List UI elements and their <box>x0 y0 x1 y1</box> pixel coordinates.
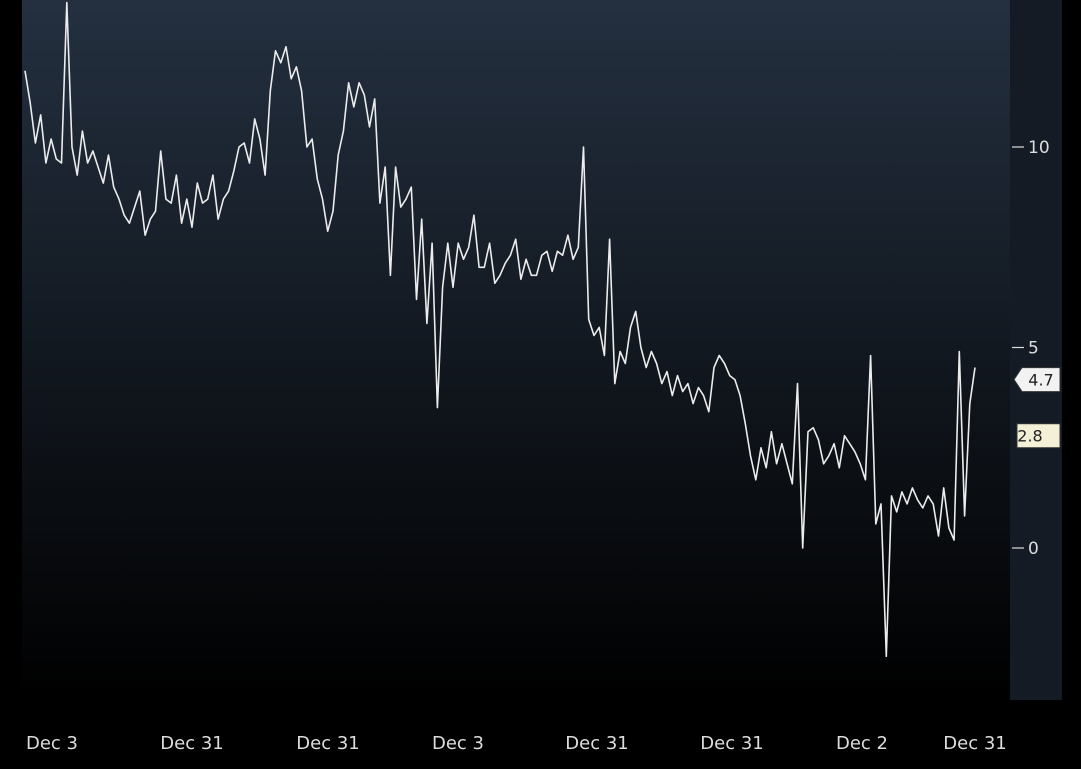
value-label-text: 2.8 <box>1017 427 1042 446</box>
y-tick-label: 0 <box>1028 539 1039 559</box>
y-tick-label: 5 <box>1028 339 1039 359</box>
series-line <box>24 1 976 658</box>
plot-background <box>22 0 1010 700</box>
value-label-box <box>1013 367 1061 393</box>
x-tick-label: Dec 3 <box>26 733 78 754</box>
x-tick-label: Dec 31 <box>700 733 763 754</box>
x-tick-label: Dec 31 <box>943 733 1006 754</box>
value-label-text: 4.7 <box>1028 371 1053 390</box>
x-tick-label: Dec 2 <box>836 733 888 754</box>
x-tick-label: Dec 31 <box>296 733 359 754</box>
x-tick-label: Dec 31 <box>160 733 223 754</box>
y-tick-label: 10 <box>1028 138 1050 158</box>
right-axis-band <box>1010 0 1062 700</box>
value-label-reference: 2.8 <box>1016 423 1061 449</box>
x-tick-label: Dec 31 <box>565 733 628 754</box>
value-label-current: 4.7 <box>1013 367 1061 393</box>
value-label-box <box>1016 423 1061 449</box>
x-tick-label: Dec 3 <box>432 733 484 754</box>
